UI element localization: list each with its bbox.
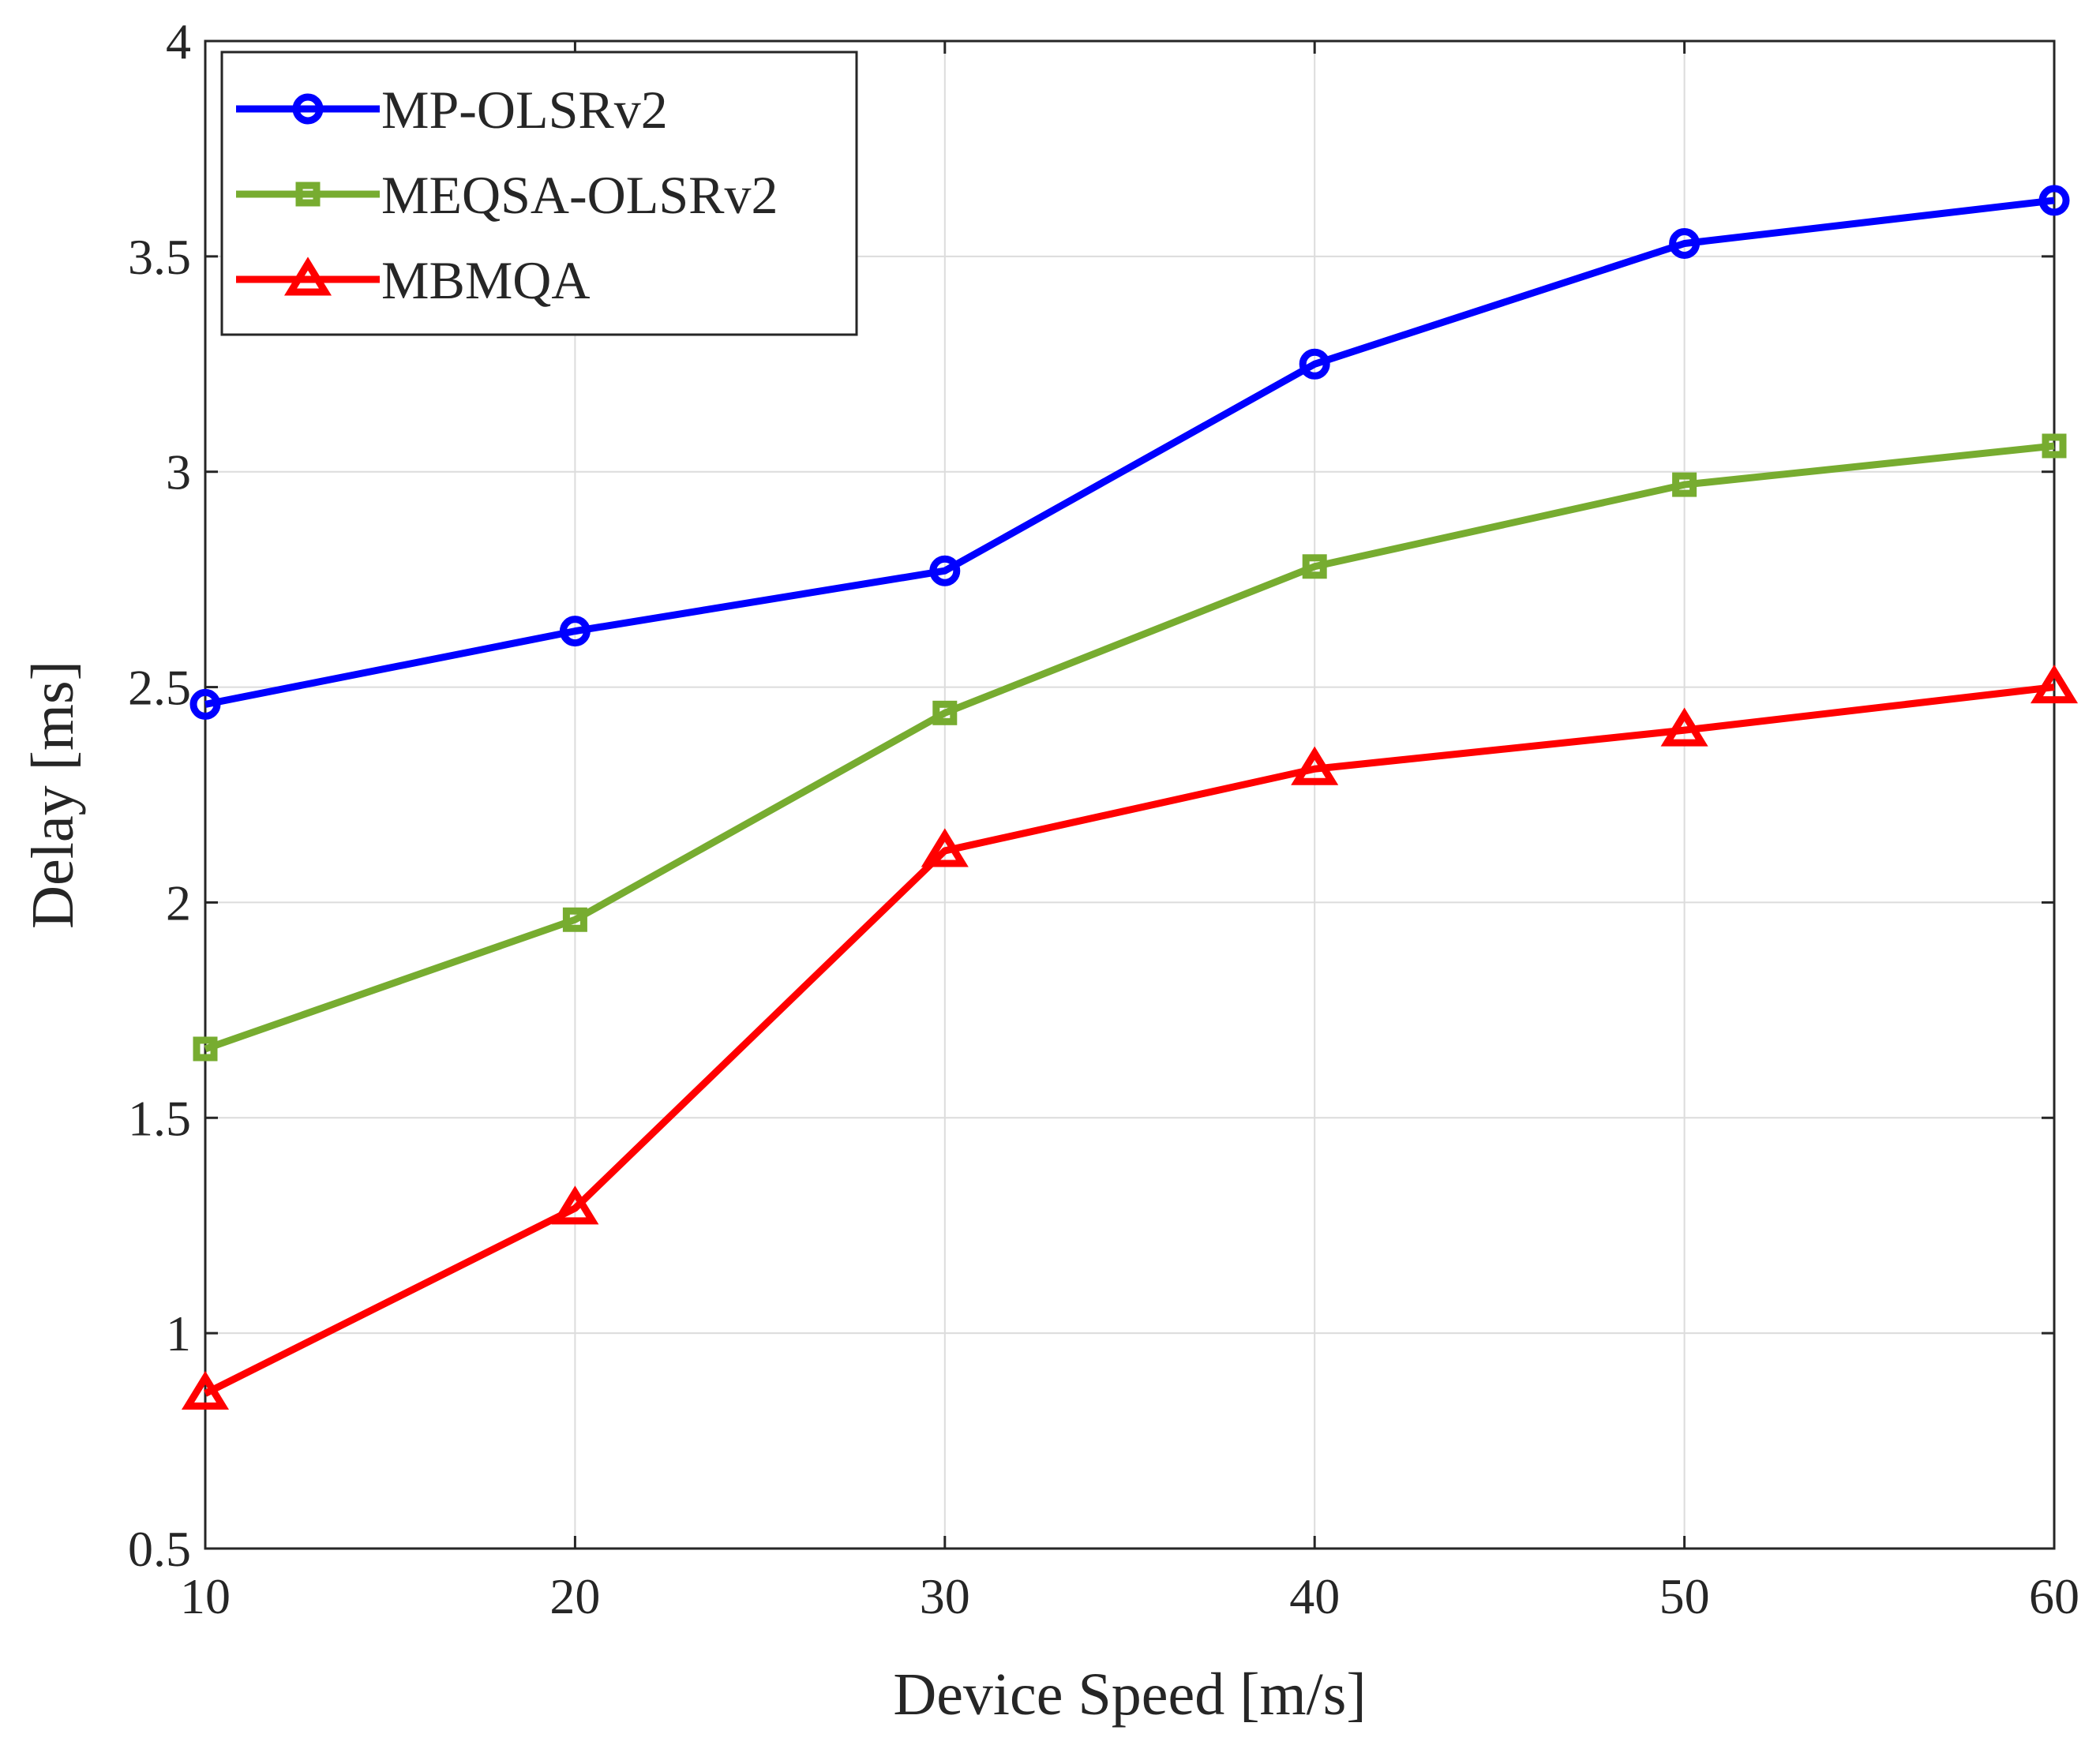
legend-label: MEQSA-OLSRv2 (381, 165, 778, 225)
series-mp-olsrv2 (189, 185, 2070, 720)
series-meqsa-olsrv2 (193, 433, 2067, 1062)
legend-marker-triangle (283, 257, 332, 296)
x-tick-label: 10 (180, 1568, 231, 1624)
series-line (204, 197, 2055, 708)
y-axis-label: Delay [ms] (20, 661, 86, 929)
y-tick-label: 4 (166, 13, 191, 69)
data-point-square (1672, 472, 1697, 497)
y-tick-label: 0.5 (128, 1521, 191, 1577)
x-tick-label: 60 (2029, 1568, 2079, 1624)
legend-item: MP-OLSRv2 (236, 80, 668, 140)
data-point-triangle (551, 1185, 599, 1225)
data-point-square (193, 1036, 218, 1062)
legend-marker-circle (292, 93, 324, 125)
x-axis-label: Device Speed [m/s] (893, 1661, 1366, 1728)
axes: 10 20 30 40 50 60 0.5 1 1.5 2 2.5 3 3.5 4 Device Spe… (20, 13, 2079, 1728)
series-mbmqa (181, 664, 2079, 1410)
legend: MP-OLSRv2 MEQSA-OLSRv2 MBMQA (220, 51, 858, 336)
y-tick-label: 3 (166, 444, 191, 500)
legend-marker-square (295, 182, 321, 207)
x-tick-label: 50 (1659, 1568, 1710, 1624)
y-axis: 0.5 1 1.5 2 2.5 3 3.5 4 (128, 13, 2054, 1577)
data-point-triangle (1291, 746, 1339, 785)
data-point-circle (1669, 227, 1701, 259)
data-point-triangle (2030, 664, 2079, 704)
series-line (204, 442, 2055, 1053)
data-point-square (562, 907, 587, 932)
data-point-circle (2038, 185, 2070, 216)
data-point-square (2042, 433, 2067, 459)
legend-label: MP-OLSRv2 (381, 80, 668, 140)
x-tick-label: 20 (549, 1568, 600, 1624)
legend-item: MEQSA-OLSRv2 (236, 165, 778, 225)
x-axis: 10 20 30 40 50 60 (180, 41, 2079, 1624)
y-tick-label: 1 (166, 1305, 191, 1361)
plot-frame (204, 39, 2056, 1550)
y-tick-label: 2 (166, 874, 191, 931)
y-tick-label: 1.5 (128, 1090, 191, 1146)
data-point-circle (559, 616, 591, 647)
y-tick-label: 2.5 (128, 660, 191, 716)
data-point-circle (1299, 348, 1330, 380)
y-tick-label: 3.5 (128, 229, 191, 285)
data-point-triangle (1660, 707, 1708, 747)
legend-item: MBMQA (236, 250, 591, 310)
data-point-square (1302, 554, 1327, 579)
data-point-triangle (181, 1370, 230, 1410)
series-line (203, 683, 2055, 1397)
x-tick-label: 40 (1289, 1568, 1340, 1624)
data-point-circle (929, 555, 961, 586)
legend-label: MBMQA (381, 250, 591, 310)
data-point-circle (189, 688, 221, 720)
data-point-square (932, 700, 958, 725)
series-group (181, 185, 2079, 1410)
data-point-triangle (921, 828, 969, 867)
x-tick-label: 30 (920, 1568, 970, 1624)
